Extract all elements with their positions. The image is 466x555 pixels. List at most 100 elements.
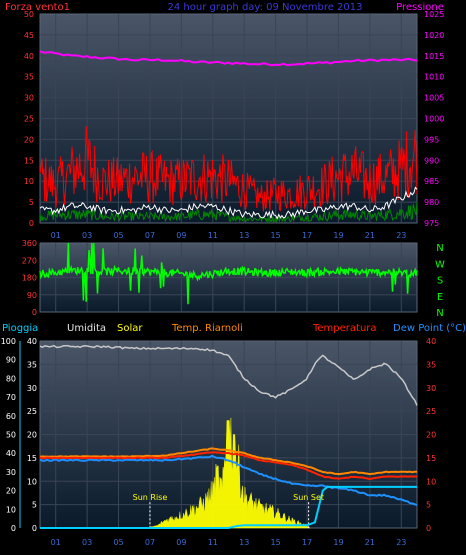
x-tick-label: 09 <box>176 231 186 240</box>
sun-set-label: Sun Set <box>293 493 324 502</box>
x-tick-label: 15 <box>271 231 281 240</box>
y-tick-label: 15 <box>24 156 34 165</box>
y-tick-label: 270 <box>22 256 37 265</box>
x-tick-label: 19 <box>333 538 343 547</box>
y-tick-label: 20 <box>6 487 16 496</box>
y-tick-label: 30 <box>6 468 16 477</box>
y-tick-label-right: 980 <box>424 198 439 207</box>
wind-avg-line <box>39 186 418 220</box>
x-tick-label: 07 <box>145 538 155 547</box>
x-tick-label: 21 <box>365 231 375 240</box>
compass-label: E <box>437 292 443 303</box>
wind-speed-line <box>39 126 418 212</box>
y-tick-label-right: 0 <box>426 524 431 533</box>
wind-pressure-axes: 0510152025303540455097598098599099510001… <box>24 10 445 240</box>
compass-label: N <box>436 243 443 254</box>
y-tick-label: 50 <box>24 10 34 19</box>
y-tick-label-right: 1010 <box>424 73 444 82</box>
y-tick-label-right: 1025 <box>424 10 444 19</box>
rain-line <box>40 485 417 529</box>
y-tick-label: 10 <box>6 505 16 514</box>
y-tick-label-inner: 20 <box>27 431 37 440</box>
y-tick-label-right: 20 <box>426 431 436 440</box>
y-tick-label-right: 975 <box>424 219 439 228</box>
y-tick-label: 60 <box>6 412 16 421</box>
compass-label: S <box>437 276 443 287</box>
y-tick-label: 0 <box>29 219 34 228</box>
y-tick-label: 45 <box>24 31 34 40</box>
x-tick-label: 01 <box>51 538 61 547</box>
x-tick-label: 05 <box>113 231 123 240</box>
y-tick-label: 35 <box>24 73 34 82</box>
x-tick-label: 19 <box>333 231 343 240</box>
y-tick-label: 180 <box>22 274 37 283</box>
y-tick-label: 70 <box>6 393 16 402</box>
y-tick-label-inner: 5 <box>32 501 37 510</box>
wind-pressure-grid <box>40 14 417 223</box>
x-tick-label: 13 <box>239 538 249 547</box>
wind-direction-grid <box>40 243 417 312</box>
x-tick-label: 03 <box>82 231 92 240</box>
temperature-label: Temperatura <box>312 323 377 334</box>
x-tick-label: 07 <box>145 231 155 240</box>
y-tick-label: 20 <box>24 135 34 144</box>
y-tick-label-right: 40 <box>426 337 436 346</box>
y-tick-label: 40 <box>24 52 34 61</box>
wind-direction-series <box>39 242 418 305</box>
compass-label: W <box>435 259 445 270</box>
x-tick-label: 15 <box>271 538 281 547</box>
chart-title: 24 hour graph day: 09 Novembre 2013 <box>168 2 363 13</box>
dew-point-label: Dew Point (°C) <box>393 323 466 334</box>
y-tick-label-right: 1000 <box>424 115 444 124</box>
y-tick-label-right: 30 <box>426 384 436 393</box>
temperature-line <box>39 451 418 481</box>
x-tick-label: 11 <box>208 231 218 240</box>
y-tick-label-inner: 25 <box>27 407 37 416</box>
solar-label: Solar <box>117 323 143 334</box>
y-tick-label: 100 <box>1 337 16 346</box>
x-tick-label: 21 <box>365 538 375 547</box>
x-tick-label: 13 <box>239 231 249 240</box>
y-tick-label-inner: 0 <box>32 524 37 533</box>
y-tick-label-right: 10 <box>426 477 436 486</box>
y-tick-label-right: 1015 <box>424 52 444 61</box>
y-tick-label: 30 <box>24 94 34 103</box>
y-tick-label-right: 985 <box>424 177 439 186</box>
y-tick-label: 360 <box>22 239 37 248</box>
y-tick-label-inner: 10 <box>27 477 37 486</box>
y-tick-label: 0 <box>32 308 37 317</box>
x-tick-label: 23 <box>396 538 406 547</box>
y-tick-label: 50 <box>6 431 16 440</box>
y-tick-label-right: 5 <box>426 501 431 510</box>
y-tick-label: 25 <box>24 115 34 124</box>
x-tick-label: 17 <box>302 538 312 547</box>
temp-humidity-series <box>39 344 418 529</box>
dew-point-line <box>39 454 418 507</box>
y-tick-label-inner: 35 <box>27 360 37 369</box>
wind-direction-line <box>39 242 418 305</box>
y-tick-label: 40 <box>6 449 16 458</box>
y-tick-label-right: 1005 <box>424 94 444 103</box>
humidity-label: Umidita <box>67 323 106 334</box>
temp-riarnoli-line <box>39 447 417 476</box>
temp-humidity-axes: 0102030405060708090100051015202530354005… <box>1 337 436 547</box>
y-tick-label-right: 15 <box>426 454 436 463</box>
x-tick-label: 03 <box>82 538 92 547</box>
x-tick-label: 05 <box>113 538 123 547</box>
solar-area <box>146 417 311 529</box>
sun-rise-label: Sun Rise <box>133 493 168 502</box>
y-tick-label-right: 25 <box>426 407 436 416</box>
humidity-line <box>39 344 418 406</box>
compass-label: N <box>436 308 443 319</box>
y-tick-label: 0 <box>11 524 16 533</box>
y-tick-label: 90 <box>27 291 37 300</box>
y-tick-label: 90 <box>6 356 16 365</box>
y-tick-label-right: 35 <box>426 360 436 369</box>
x-tick-label: 11 <box>208 538 218 547</box>
pressure-label: Pressione <box>396 2 444 13</box>
x-tick-label: 17 <box>302 231 312 240</box>
temp-riarnoli-label: Temp. Riarnoli <box>171 323 243 334</box>
y-tick-label: 80 <box>6 374 16 383</box>
